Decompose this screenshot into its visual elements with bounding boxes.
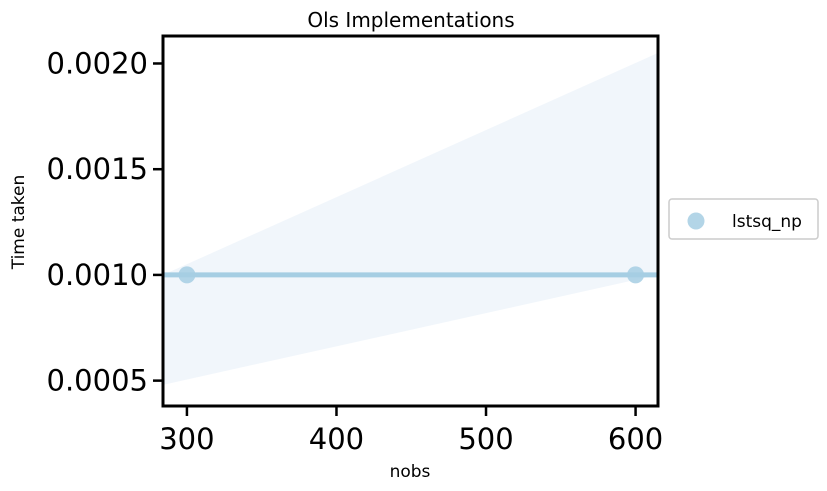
x-tick-label: 400 bbox=[309, 422, 364, 456]
legend-box bbox=[668, 198, 819, 240]
y-ticks: 0.0005 0.0010 0.0015 0.0020 bbox=[47, 46, 163, 398]
data-point bbox=[178, 266, 196, 284]
legend: lstsq_np bbox=[668, 198, 819, 240]
plot-frame bbox=[161, 34, 660, 408]
legend-marker-lstsq-np bbox=[687, 212, 705, 230]
chart-title: Ols Implementations bbox=[307, 8, 514, 32]
data-point bbox=[627, 266, 645, 284]
x-axis-label: nobs bbox=[390, 462, 431, 482]
y-tick-label: 0.0015 bbox=[47, 152, 148, 186]
legend-entry-lstsq-np: lstsq_np bbox=[732, 212, 802, 232]
confidence-band-layer bbox=[163, 52, 658, 385]
x-tick-label: 300 bbox=[159, 422, 214, 456]
y-tick-label: 0.0005 bbox=[47, 364, 148, 398]
x-ticks: 300 400 500 600 bbox=[159, 406, 663, 456]
y-tick-label: 0.0020 bbox=[47, 46, 148, 80]
y-tick-label: 0.0010 bbox=[47, 258, 148, 292]
x-tick-label: 600 bbox=[608, 422, 663, 456]
y-axis-label: Time taken bbox=[9, 175, 29, 271]
confidence-band bbox=[163, 52, 658, 385]
data-points-layer bbox=[178, 266, 645, 284]
x-tick-label: 500 bbox=[458, 422, 513, 456]
